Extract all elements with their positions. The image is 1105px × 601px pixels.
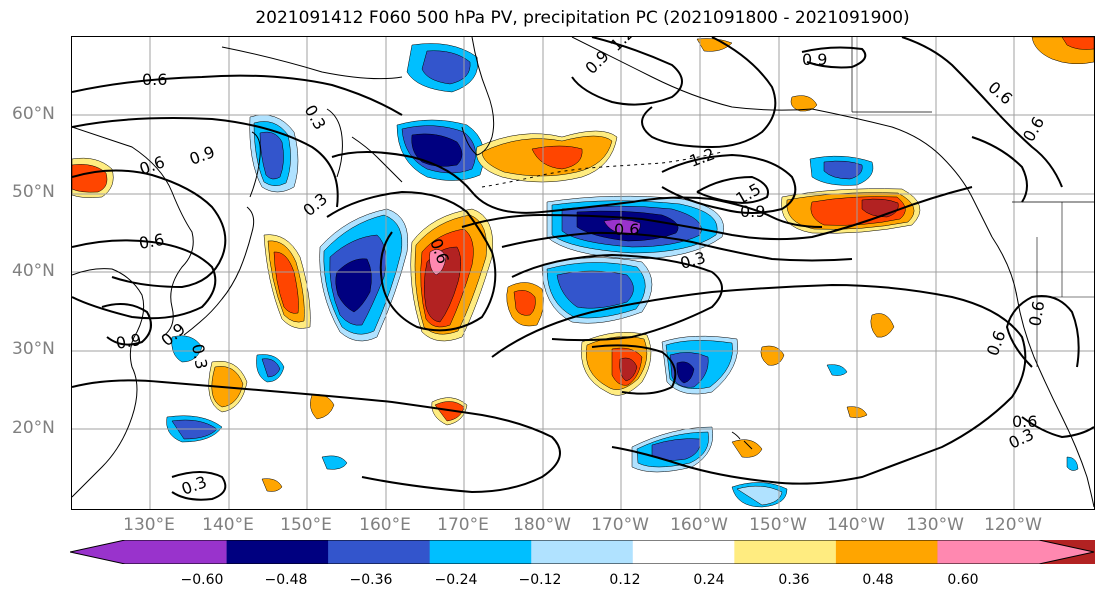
- colorbar: [70, 540, 1095, 564]
- colorbar-tick: −0.36: [349, 572, 393, 588]
- lon-label-150e: 150°E: [280, 515, 332, 535]
- lon-label-120w: 120°W: [984, 515, 1042, 535]
- colorbar-tick: 0.60: [947, 572, 979, 588]
- contour-label: 0.9: [740, 202, 765, 221]
- contour-label: 0.6: [137, 230, 165, 253]
- lat-label-20n: 20°N: [12, 418, 55, 438]
- colorbar-cells: [70, 540, 1095, 564]
- colorbar-tick: 0.12: [609, 572, 641, 588]
- map-title: 2021091412 F060 500 hPa PV, precipitatio…: [255, 8, 910, 28]
- lon-label-150w: 150°W: [749, 515, 807, 535]
- lon-label-160w: 160°W: [670, 515, 728, 535]
- lon-label-180w: 180°W: [513, 515, 571, 535]
- precipitation-shading: [72, 37, 1094, 508]
- lon-label-170e: 170°E: [437, 515, 489, 535]
- colorbar-tick: 0.36: [778, 572, 810, 588]
- contour-label: 0.3: [301, 102, 330, 134]
- colorbar-cell: [937, 540, 1094, 564]
- map-canvas: 0.6 0.3 0.9 1.2 0.6 0.9 1.5 1.2 0.9 0.6 …: [72, 37, 1094, 509]
- contour-label: 0.9: [187, 142, 217, 169]
- colorbar-cell: [70, 540, 227, 564]
- colorbar-cell: [429, 540, 532, 564]
- colorbar-cell: [835, 540, 938, 564]
- colorbar-cell: [531, 540, 634, 564]
- contour-label: 0.9: [581, 46, 612, 77]
- lat-label-60n: 60°N: [12, 104, 55, 124]
- map-panel: 0.6 0.3 0.9 1.2 0.6 0.9 1.5 1.2 0.9 0.6 …: [71, 36, 1095, 510]
- colorbar-tick: −0.24: [434, 572, 478, 588]
- colorbar-tick: −0.48: [264, 572, 308, 588]
- coastlines: [72, 37, 1094, 508]
- contour-label: 0.3: [179, 472, 209, 499]
- graticule: [72, 37, 1094, 509]
- lat-label-50n: 50°N: [12, 182, 55, 202]
- lon-label-130e: 130°E: [123, 515, 175, 535]
- contour-label: 0.6: [1012, 412, 1037, 431]
- colorbar-cell: [734, 540, 837, 564]
- colorbar-tick: 0.24: [693, 572, 725, 588]
- contour-label: 1.2: [606, 37, 637, 55]
- colorbar-tick: 0.48: [862, 572, 894, 588]
- contour-label: 1.2: [687, 144, 717, 171]
- colorbar-tick: −0.60: [180, 572, 224, 588]
- colorbar-tick: −0.12: [518, 572, 562, 588]
- contour-label: 0.6: [983, 328, 1010, 358]
- contour-label: 0.6: [1025, 299, 1048, 327]
- contour-label: 0.6: [142, 70, 167, 89]
- contour-label: 0.3: [188, 342, 211, 370]
- contour-label: 0.9: [114, 330, 142, 353]
- colorbar-cell: [226, 540, 329, 564]
- lat-label-40n: 40°N: [12, 261, 55, 281]
- contour-label: 0.9: [802, 50, 827, 69]
- contour-label: 0.6: [614, 220, 639, 239]
- lon-label-130w: 130°W: [906, 515, 964, 535]
- colorbar-outline: [70, 540, 1095, 564]
- pv-contours: [72, 37, 1094, 501]
- lon-label-140w: 140°W: [827, 515, 885, 535]
- colorbar-cell: [632, 540, 735, 564]
- lon-label-170w: 170°W: [591, 515, 649, 535]
- lat-label-30n: 30°N: [12, 339, 55, 359]
- colorbar-cell: [328, 540, 431, 564]
- lon-label-160e: 160°E: [359, 515, 411, 535]
- lon-label-140e: 140°E: [202, 515, 254, 535]
- contour-labels: 0.6 0.3 0.9 1.2 0.6 0.9 1.5 1.2 0.9 0.6 …: [114, 37, 1048, 499]
